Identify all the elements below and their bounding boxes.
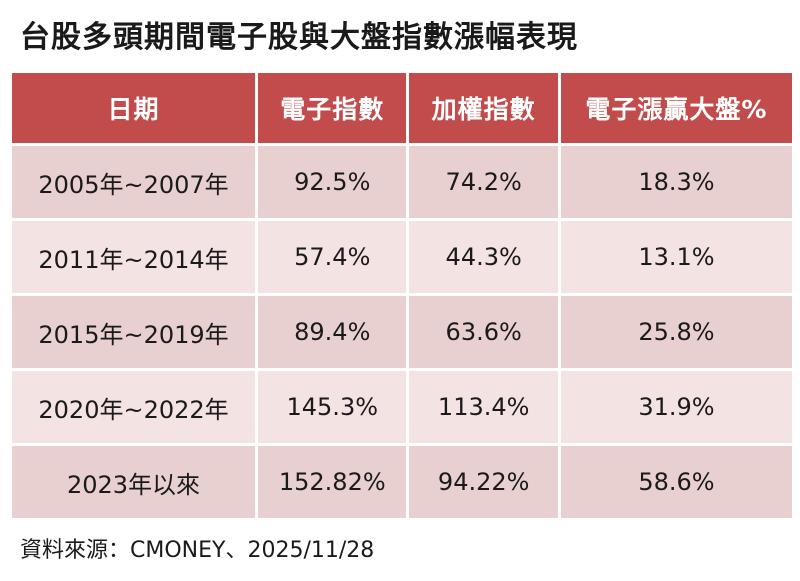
cell-date: 2015年~2019年 — [12, 296, 256, 368]
data-table: 日期 電子指數 加權指數 電子漲贏大盤% 2005年~2007年 92.5% 7… — [12, 73, 792, 521]
header-weighted-index: 加權指數 — [409, 73, 558, 143]
table-row: 2023年以來 152.82% 94.22% 58.6% — [12, 446, 792, 518]
cell-electronics-index: 145.3% — [258, 371, 407, 443]
header-electronics-index: 電子指數 — [258, 73, 407, 143]
cell-weighted-index: 63.6% — [409, 296, 558, 368]
cell-date: 2005年~2007年 — [12, 146, 256, 218]
table-row: 2005年~2007年 92.5% 74.2% 18.3% — [12, 146, 792, 218]
page-title: 台股多頭期間電子股與大盤指數漲幅表現 — [20, 20, 578, 55]
cell-electronics-index: 57.4% — [258, 221, 407, 293]
cell-electronics-index: 89.4% — [258, 296, 407, 368]
cell-outperformance: 58.6% — [560, 446, 792, 518]
table-header-row: 日期 電子指數 加權指數 電子漲贏大盤% — [12, 73, 792, 143]
cell-weighted-index: 94.22% — [409, 446, 558, 518]
source-note: 資料來源：CMONEY、2025/11/28 — [20, 538, 375, 563]
cell-outperformance: 18.3% — [560, 146, 792, 218]
cell-outperformance: 25.8% — [560, 296, 792, 368]
cell-date: 2011年~2014年 — [12, 221, 256, 293]
table-row: 2020年~2022年 145.3% 113.4% 31.9% — [12, 371, 792, 443]
header-date: 日期 — [12, 73, 256, 143]
table-row: 2011年~2014年 57.4% 44.3% 13.1% — [12, 221, 792, 293]
cell-electronics-index: 92.5% — [258, 146, 407, 218]
cell-outperformance: 31.9% — [560, 371, 792, 443]
header-outperformance: 電子漲贏大盤% — [560, 73, 792, 143]
cell-date: 2020年~2022年 — [12, 371, 256, 443]
cell-electronics-index: 152.82% — [258, 446, 407, 518]
cell-weighted-index: 113.4% — [409, 371, 558, 443]
cell-weighted-index: 44.3% — [409, 221, 558, 293]
cell-date: 2023年以來 — [12, 446, 256, 518]
table-row: 2015年~2019年 89.4% 63.6% 25.8% — [12, 296, 792, 368]
cell-weighted-index: 74.2% — [409, 146, 558, 218]
cell-outperformance: 13.1% — [560, 221, 792, 293]
